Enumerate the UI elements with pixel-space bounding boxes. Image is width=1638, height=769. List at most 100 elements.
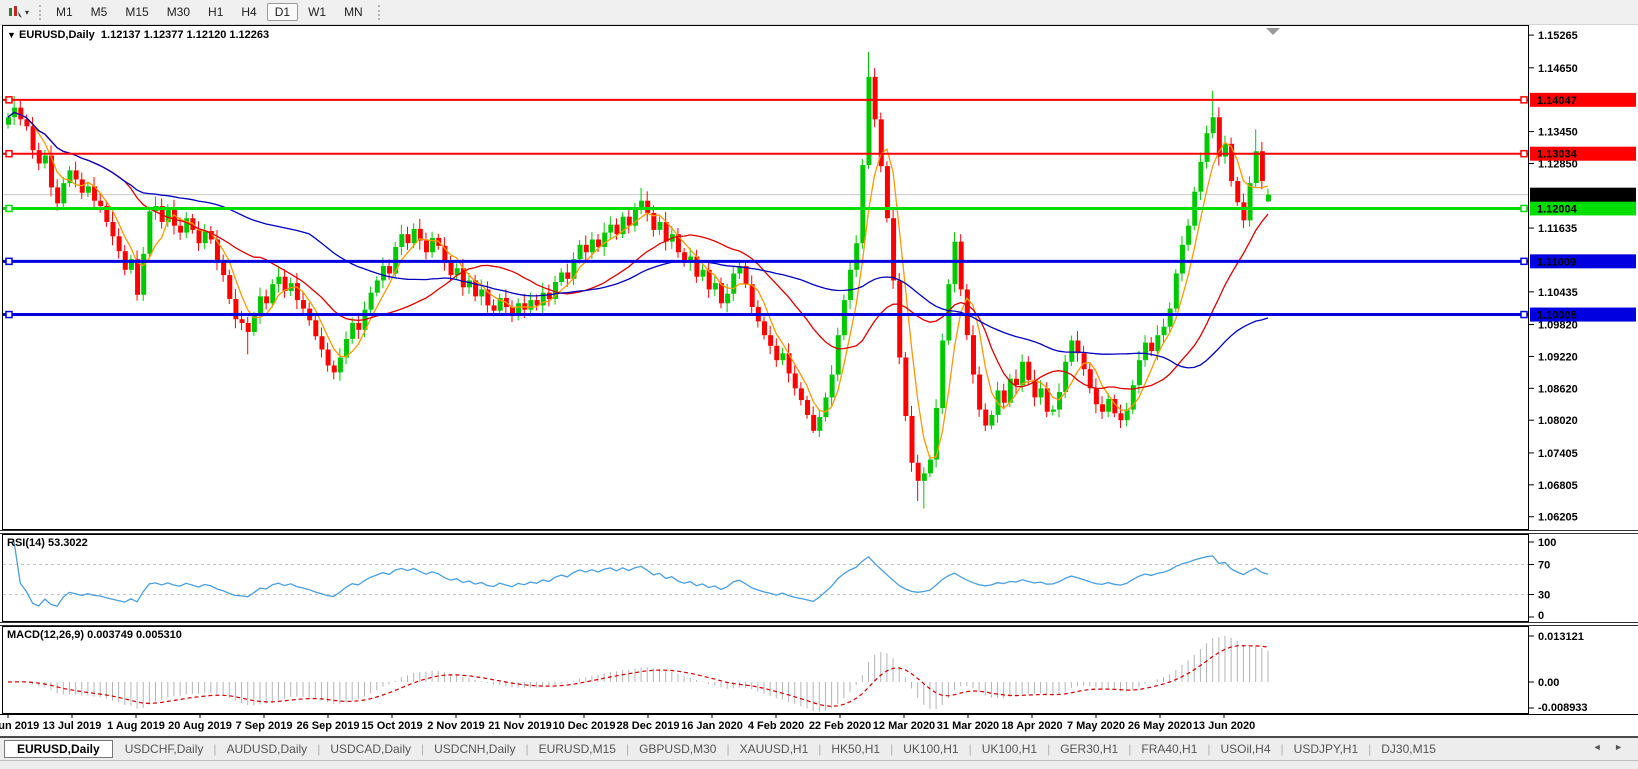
tab-separator: |: [625, 742, 630, 756]
svg-text:1.06205: 1.06205: [1538, 512, 1578, 524]
svg-text:0.013121: 0.013121: [1538, 631, 1584, 643]
chart-title[interactable]: ▼ EURUSD,Daily 1.12137 1.12377 1.12120 1…: [7, 29, 269, 41]
chart-tab-15[interactable]: DJ30,M15: [1381, 742, 1436, 756]
chart-tab-13[interactable]: USOil,H4: [1220, 742, 1271, 756]
svg-text:0.00: 0.00: [1538, 677, 1559, 689]
chart-tabbar: EURUSD,Daily USDCHF,Daily | AUDUSD,Daily | US…: [0, 736, 1638, 760]
svg-text:1.09220: 1.09220: [1538, 351, 1578, 363]
svg-text:22 Feb 2020: 22 Feb 2020: [809, 720, 871, 732]
timeframe-button-m5[interactable]: M5: [90, 5, 108, 19]
svg-text:28 Dec 2019: 28 Dec 2019: [617, 720, 680, 732]
chart-tabs: EURUSD,Daily USDCHF,Daily | AUDUSD,Daily | US…: [4, 740, 1445, 758]
svg-text:31 Mar 2020: 31 Mar 2020: [937, 720, 999, 732]
svg-text:1.11635: 1.11635: [1538, 223, 1577, 235]
svg-text:13 Jul 2019: 13 Jul 2019: [43, 720, 102, 732]
ma-fast: [7, 111, 1269, 460]
chart-tab-6[interactable]: GBPUSD,M30: [639, 742, 717, 756]
svg-text:10 Dec 2019: 10 Dec 2019: [553, 720, 616, 732]
candles-layer: [6, 51, 1271, 509]
chart-tab-9[interactable]: UK100,H1: [903, 742, 959, 756]
svg-text:30: 30: [1538, 590, 1550, 602]
timeframe-button-h1[interactable]: H1: [208, 5, 224, 19]
chart-cursor-glyph: [8, 6, 22, 18]
macd-title: MACD(12,26,9): [7, 629, 85, 641]
timeframe-button-h4[interactable]: H4: [241, 5, 257, 19]
svg-text:1.15265: 1.15265: [1538, 30, 1578, 42]
tab-separator: |: [1128, 742, 1132, 756]
svg-text:-0.008933: -0.008933: [1538, 702, 1588, 714]
chart-tab-3[interactable]: USDCAD,Daily: [330, 742, 411, 756]
toolbar-grip-end[interactable]: [377, 4, 380, 20]
rsi-label: RSI(14) 53.3022: [7, 537, 88, 549]
rsi-panel[interactable]: 100 70 30 0 RSI(14) 53.3022: [0, 534, 1638, 622]
main-chart-canvas[interactable]: 1.15265 1.14650 1.13450 1.12850 1.11635 1.104…: [0, 25, 1638, 530]
chart-tab-5[interactable]: EURUSD,M15: [538, 742, 616, 756]
chart-tab-11[interactable]: GER30,H1: [1060, 742, 1119, 756]
tab-separator: |: [818, 742, 822, 756]
svg-text:21 Nov 2019: 21 Nov 2019: [488, 720, 552, 732]
svg-text:1.10435: 1.10435: [1538, 287, 1578, 299]
timeframe-button-m1[interactable]: M1: [56, 5, 73, 19]
timeframe-button-d1[interactable]: D1: [266, 3, 299, 21]
rsi-value: 53.3022: [47, 537, 88, 549]
svg-text:12 Mar 2020: 12 Mar 2020: [873, 720, 935, 732]
svg-text:1 Aug 2019: 1 Aug 2019: [107, 720, 165, 732]
chart-tab-12[interactable]: FRA40,H1: [1141, 742, 1198, 756]
chevron-down-icon: ▾: [24, 7, 29, 17]
chart-tab-0[interactable]: EURUSD,Daily: [4, 740, 113, 758]
tab-scroll-right-icon[interactable]: ►: [1614, 742, 1623, 752]
timeframe-button-w1[interactable]: W1: [308, 5, 327, 19]
toolbar-grip[interactable]: [39, 4, 41, 20]
panel-divider-macd[interactable]: [0, 622, 1638, 626]
svg-text:7 Sep 2019: 7 Sep 2019: [236, 720, 293, 732]
svg-text:4 Feb 2020: 4 Feb 2020: [748, 720, 804, 732]
chart-tab-8[interactable]: HK50,H1: [831, 742, 881, 756]
shift-marker-icon[interactable]: [1266, 28, 1280, 35]
tab-separator: |: [1207, 742, 1211, 756]
timeframe-toolbar: ▾ M1 M5 M15 M30 H1 H4 D1 W1 MN: [0, 0, 1638, 25]
svg-text:1.13034: 1.13034: [1537, 149, 1578, 161]
status-strip: [0, 760, 1638, 769]
panel-divider-rsi[interactable]: [0, 530, 1638, 534]
svg-text:1.10008: 1.10008: [1537, 310, 1577, 322]
macd-histogram: [13, 636, 1269, 712]
chart-tab-10[interactable]: UK100,H1: [981, 742, 1038, 756]
chart-tab-2[interactable]: AUDUSD,Daily: [226, 742, 308, 756]
macd-values: 0.003749 0.005310: [87, 629, 182, 641]
main-chart-panel[interactable]: 1.15265 1.14650 1.13450 1.12850 1.11635 1.104…: [0, 25, 1638, 530]
tab-scroll-left-icon[interactable]: ◄: [1592, 742, 1602, 752]
svg-text:15 Oct 2019: 15 Oct 2019: [361, 720, 422, 732]
tab-separator: |: [1368, 742, 1372, 756]
svg-text:1.12263: 1.12263: [1537, 190, 1577, 202]
macd-canvas[interactable]: 0.013121 0.00 -0.008933: [0, 626, 1638, 714]
chart-tab-4[interactable]: USDCNH,Daily: [434, 742, 516, 756]
svg-text:1.08020: 1.08020: [1538, 415, 1578, 427]
chart-tab-1[interactable]: USDCHF,Daily: [124, 742, 204, 756]
tab-separator: |: [317, 742, 321, 756]
chart-cursor-icon[interactable]: ▾: [3, 3, 33, 21]
ma-mid: [7, 111, 1269, 390]
svg-text:20 Aug 2019: 20 Aug 2019: [168, 720, 232, 732]
chart-tab-7[interactable]: XAUUSD,H1: [739, 742, 809, 756]
macd-panel[interactable]: 0.013121 0.00 -0.008933 MACD(12,26,9) 0.00…: [0, 626, 1638, 714]
tab-separator: |: [213, 742, 217, 756]
svg-text:26 May 2020: 26 May 2020: [1128, 720, 1192, 732]
svg-text:0: 0: [1538, 610, 1544, 622]
svg-text:1.09820: 1.09820: [1538, 320, 1578, 332]
timeframe-button-m15[interactable]: M15: [125, 5, 149, 19]
tab-separator: |: [421, 742, 425, 756]
timeframe-button-m30[interactable]: M30: [166, 5, 191, 19]
chart-symbol-label: EURUSD,Daily: [18, 29, 95, 41]
chart-tab-14[interactable]: USDJPY,H1: [1293, 742, 1359, 756]
title-dropdown-icon[interactable]: ▼: [7, 30, 16, 40]
rsi-title: RSI(14): [7, 537, 45, 549]
rsi-canvas[interactable]: 100 70 30 0: [0, 534, 1638, 622]
svg-text:1.13450: 1.13450: [1538, 127, 1578, 139]
price-axis[interactable]: [1530, 25, 1638, 734]
svg-text:1.12850: 1.12850: [1538, 158, 1578, 170]
timeframe-button-mn[interactable]: MN: [344, 5, 363, 19]
tab-separator: |: [1280, 742, 1284, 756]
